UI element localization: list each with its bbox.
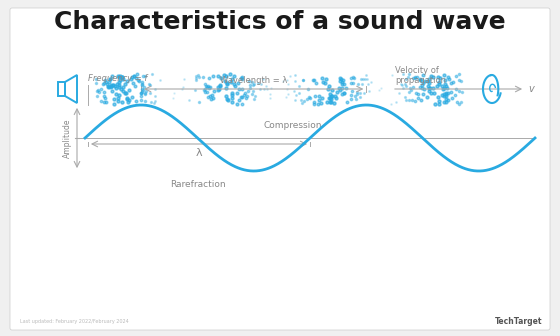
Text: Characteristics of a sound wave: Characteristics of a sound wave <box>54 10 506 34</box>
Text: Rarefraction: Rarefraction <box>170 180 225 189</box>
Text: TechTarget: TechTarget <box>494 318 542 327</box>
Text: Compression: Compression <box>264 121 322 130</box>
Text: Wavelength = λ: Wavelength = λ <box>220 76 287 85</box>
Text: Frequency = f: Frequency = f <box>88 74 147 83</box>
Text: λ: λ <box>195 148 202 158</box>
Text: v: v <box>528 84 534 94</box>
FancyBboxPatch shape <box>10 8 550 330</box>
Bar <box>58 82 65 96</box>
Text: Last updated: February 2022/February 2024: Last updated: February 2022/February 202… <box>20 320 129 325</box>
Text: Amplitude: Amplitude <box>63 118 72 158</box>
Text: Velocity of
propagation: Velocity of propagation <box>395 66 446 85</box>
